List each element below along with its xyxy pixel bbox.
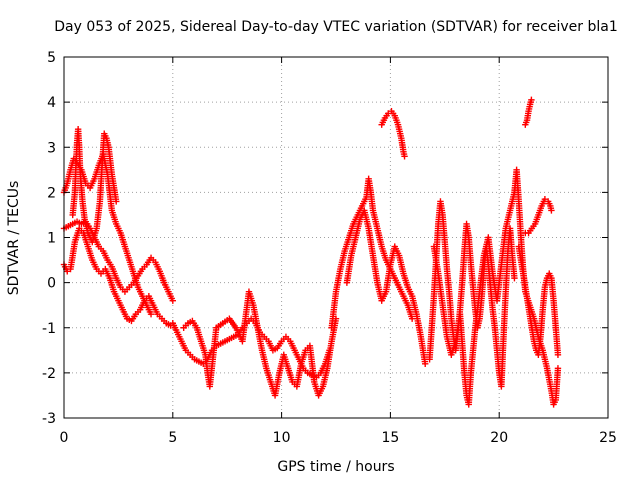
data-point: [147, 311, 155, 318]
tick-labels: 0 5 10 15 20 25 -3 -2 -1 0 1 2 3 4 5: [42, 50, 617, 446]
x-tick-label: 5: [168, 430, 177, 446]
data-point: [548, 207, 555, 214]
x-tick-label: 0: [60, 430, 69, 446]
data-point: [422, 360, 429, 368]
data-point: [511, 274, 518, 282]
x-tick-label: 25: [599, 430, 617, 446]
x-tick-label: 10: [273, 430, 291, 446]
x-axis-label: GPS time / hours: [277, 459, 394, 475]
y-tick-label: 4: [47, 95, 56, 111]
y-tick-label: -2: [42, 366, 56, 382]
data-point: [528, 96, 535, 104]
y-tick-label: 3: [47, 140, 56, 156]
y-tick-label: 1: [47, 231, 56, 247]
y-axis-label: SDTVAR / TECUs: [6, 181, 22, 296]
data-points: [60, 96, 562, 408]
axis-ticks: [63, 56, 609, 419]
x-tick-label: 15: [381, 430, 399, 446]
data-point: [554, 351, 562, 359]
data-point: [541, 195, 549, 203]
y-tick-label: 0: [47, 276, 56, 292]
y-tick-label: 5: [47, 50, 56, 66]
data-point: [169, 297, 176, 304]
data-point: [64, 268, 71, 275]
data-point: [113, 198, 120, 205]
data-point: [554, 365, 562, 372]
y-tick-label: 2: [47, 185, 56, 201]
y-tick-label: -3: [42, 411, 56, 427]
x-tick-label: 20: [490, 430, 508, 446]
data-point: [401, 153, 408, 160]
y-tick-label: -1: [42, 321, 56, 337]
chart-title: Day 053 of 2025, Sidereal Day-to-day VTE…: [54, 19, 617, 35]
